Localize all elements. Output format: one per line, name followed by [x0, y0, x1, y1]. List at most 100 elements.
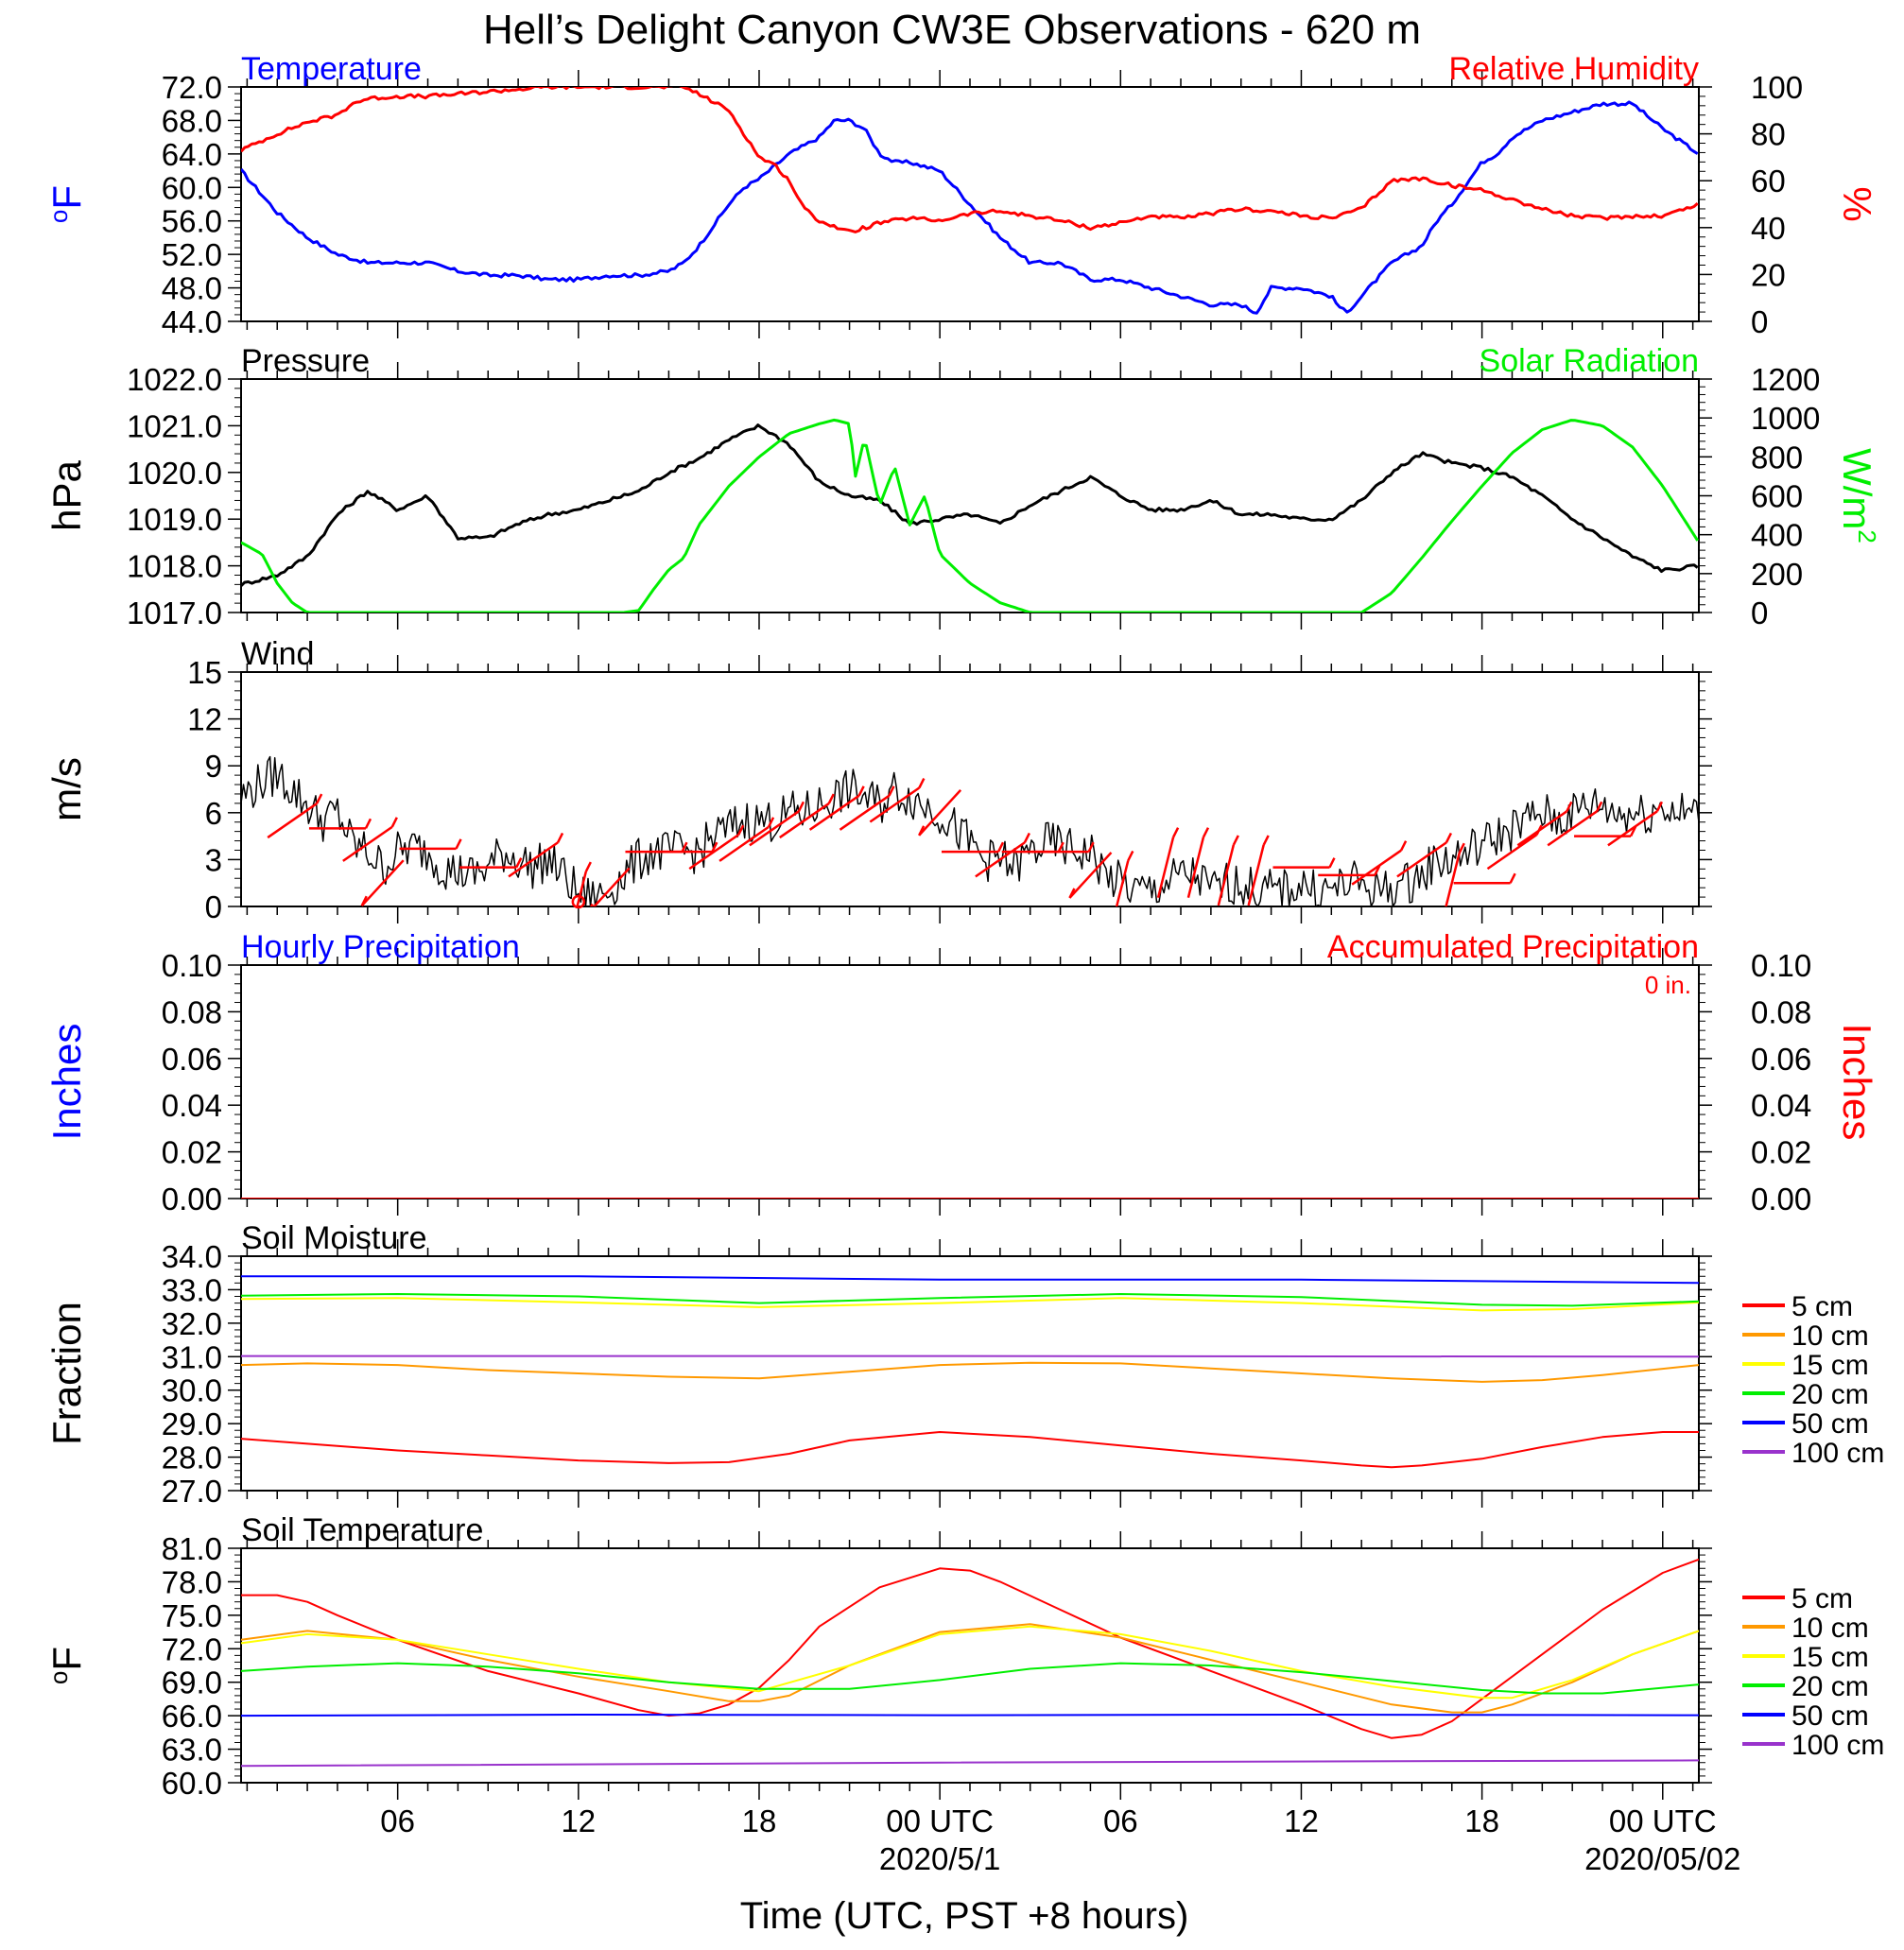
y-tick-label-left: 32.0: [162, 1306, 222, 1341]
y-tick-label-left: 3: [205, 842, 222, 877]
y-tick-label-left: 72.0: [162, 1631, 222, 1666]
panel-soil-moisture: 34.033.032.031.030.029.028.027.0 Soil Moi…: [44, 1220, 1884, 1509]
y-tick-label-right: 40: [1751, 211, 1786, 246]
panel-title-left: Soil Moisture: [241, 1220, 427, 1256]
wind-barb: [688, 834, 739, 871]
unit-text: F: [44, 185, 89, 210]
y-tick-label-right: 400: [1751, 518, 1803, 553]
y-tick-label-right: 1200: [1751, 362, 1820, 397]
wind-barb-feather: [1023, 832, 1030, 843]
series-group: [241, 1558, 1699, 1768]
wind-barb-feather: [1057, 841, 1065, 853]
y-tick-label-left: 6: [205, 796, 222, 831]
panel-title-left: Temperature: [241, 51, 422, 87]
panel-title-right: Relative Humidity: [1448, 51, 1699, 87]
y-tick-label-left: 0.10: [162, 948, 222, 983]
legend-label: 5 cm: [1791, 1291, 1853, 1322]
wind-barb: [1068, 852, 1113, 899]
wind-barb: [1247, 844, 1265, 906]
calm-wind-circle: [571, 894, 586, 909]
legend-label: 15 cm: [1791, 1642, 1869, 1673]
panel-pressure-solar: 1022.0 1021.0 1020.0 1019.0 1018.0 1017.0 1200…: [44, 343, 1881, 630]
wind-barb: [839, 794, 891, 831]
y-tick-label-left: 66.0: [162, 1699, 222, 1734]
x-tick-sublabel: 2020/5/1: [879, 1841, 1000, 1876]
wind-barb: [869, 786, 921, 823]
y-tick-label-left: 56.0: [162, 204, 222, 239]
wind-barb: [1445, 852, 1461, 906]
y-tick-label-right: 200: [1751, 557, 1803, 592]
wind-barb: [360, 859, 405, 906]
wind-barb: [749, 810, 800, 847]
series-line-wind-speed: [241, 755, 1699, 906]
x-tick-label: 06: [380, 1803, 415, 1838]
legend-label: 15 cm: [1791, 1350, 1869, 1381]
y-tick-label-left: 12: [187, 702, 222, 737]
panel-title-right: Accumulated Precipitation: [1327, 929, 1699, 965]
y-axis-label-left: Inches: [44, 1024, 89, 1141]
wind-barb-feather: [1458, 842, 1465, 854]
y-tick-label-left: 9: [205, 749, 222, 784]
x-tick-label: 18: [1464, 1803, 1499, 1838]
y-tick-label-left: 0.02: [162, 1135, 222, 1170]
wind-barb: [1607, 810, 1658, 847]
wind-barb-feather: [1629, 826, 1637, 837]
legend-label: 5 cm: [1791, 1583, 1853, 1614]
wind-barb-feather: [1445, 832, 1453, 843]
y-tick-label-left: 33.0: [162, 1272, 222, 1307]
chart-title: Hell’s Delight Canyon CW3E Observations …: [483, 7, 1421, 53]
wind-barb: [1516, 810, 1568, 847]
y-tick-label-right: 0: [1751, 304, 1768, 339]
y-tick-label-left: 48.0: [162, 271, 222, 306]
legend-label: 10 cm: [1791, 1613, 1869, 1644]
series-line-5-cm: [241, 1431, 1699, 1469]
wind-barb-feather: [584, 861, 592, 872]
panel-title-right: Solar Radiation: [1480, 343, 1699, 379]
series-group: [241, 755, 1699, 906]
x-tick-label: 00 UTC: [1609, 1803, 1717, 1838]
wind-barb: [508, 841, 559, 878]
wind-barb: [975, 841, 1026, 878]
wind-barb-feather: [996, 841, 1005, 853]
legend-label: 50 cm: [1791, 1700, 1869, 1732]
wind-barb-feather: [918, 777, 926, 789]
wind-barb-feather: [918, 825, 926, 837]
y-axis-label-left: Fraction: [44, 1302, 89, 1445]
wind-barb-feather: [1328, 857, 1336, 869]
series-line-pressure: [241, 423, 1699, 587]
y-tick-label-right: 0.10: [1751, 948, 1811, 983]
wind-barb-feather: [681, 841, 688, 853]
y-tick-label-left: 1020.0: [127, 456, 222, 491]
y-tick-label-left: 63.0: [162, 1733, 222, 1768]
x-tick-label: 06: [1103, 1803, 1138, 1838]
wind-barb-feather: [390, 817, 398, 828]
y-tick-label-left: 69.0: [162, 1665, 222, 1700]
wind-barb-feather: [1262, 835, 1270, 846]
wind-barb-feather: [797, 801, 805, 812]
wind-barb: [918, 788, 962, 837]
legend-label: 50 cm: [1791, 1408, 1869, 1440]
legend-label: 100 cm: [1791, 1730, 1884, 1761]
wind-barb-feather: [364, 818, 372, 829]
wind-barb-feather: [1087, 841, 1095, 853]
wind-barb-feather: [1596, 801, 1603, 812]
y-tick-label-left: 75.0: [162, 1598, 222, 1633]
wind-barb-feather: [1655, 801, 1664, 812]
y-tick-label-left: 64.0: [162, 137, 222, 172]
wind-barb: [1217, 844, 1236, 906]
y-axis-label-left: oF: [44, 185, 89, 223]
x-axis-label: Time (UTC, PST +8 hours): [740, 1895, 1189, 1937]
wind-barb: [1396, 841, 1447, 878]
legend-label: 10 cm: [1791, 1320, 1869, 1352]
degree-mark: o: [44, 1671, 73, 1684]
series-line-20-cm: [241, 1662, 1699, 1695]
y-tick-label-left: 27.0: [162, 1474, 222, 1509]
wind-barb-feather: [1399, 840, 1408, 852]
series-line-100-cm: [241, 1355, 1699, 1358]
wind-barb-feather: [857, 785, 865, 797]
y-tick-label-right: 0.02: [1751, 1135, 1811, 1170]
y-tick-label-right: 0.00: [1751, 1182, 1811, 1217]
y-tick-label-left: 44.0: [162, 304, 222, 339]
